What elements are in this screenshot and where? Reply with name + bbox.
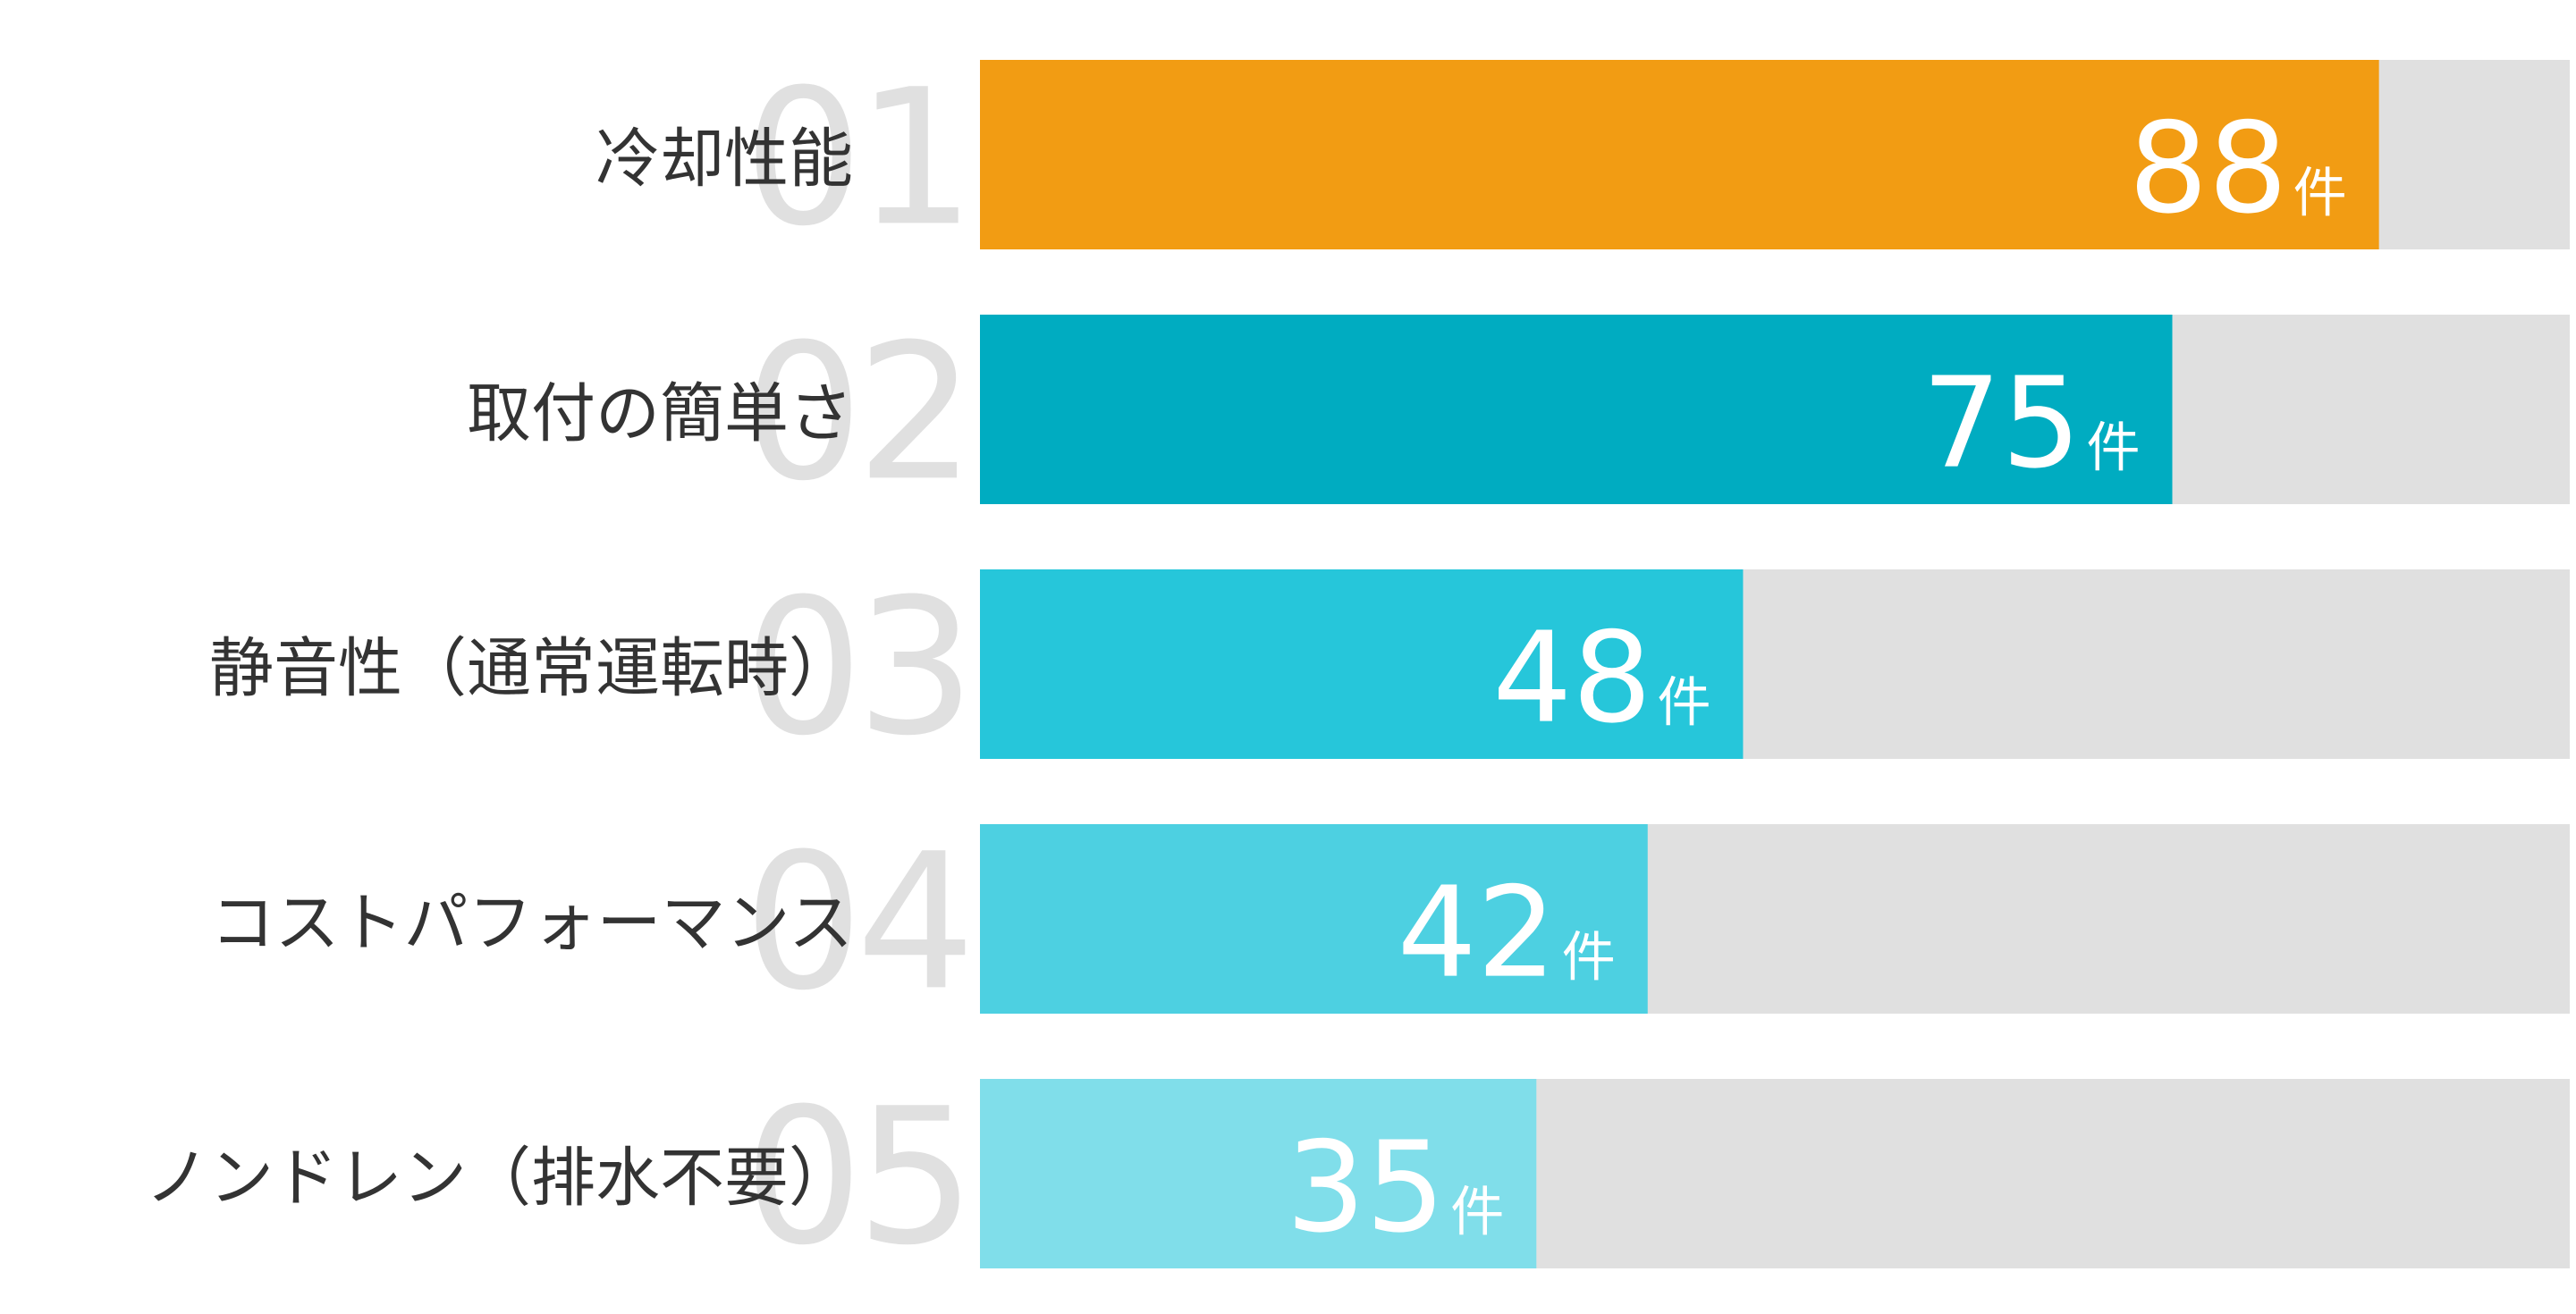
bar: [980, 60, 2379, 249]
value-unit: 件: [1657, 672, 1710, 735]
value-number: 75: [1921, 351, 2081, 497]
value-label: 35 件: [1286, 1116, 1504, 1261]
bar: [980, 1079, 1537, 1268]
bar: [980, 315, 2173, 504]
value-label: 42 件: [1398, 861, 1616, 1007]
bar: [980, 824, 1648, 1014]
value-unit: 件: [2087, 417, 2141, 480]
category-label: ノンドレン（排水不要）: [145, 1141, 853, 1216]
rank-number: 02: [744, 303, 968, 522]
value-label: 48 件: [1492, 606, 1710, 752]
value-label: 88 件: [2128, 97, 2346, 242]
category-label: 静音性（通常運転時）: [209, 631, 853, 706]
category-label: コストパフォーマンス: [210, 886, 853, 961]
bar: [980, 569, 1744, 759]
rank-number: 04: [744, 813, 968, 1032]
value-number: 35: [1286, 1116, 1445, 1261]
rank-number: 01: [744, 48, 968, 267]
value-unit: 件: [2293, 163, 2347, 225]
value-number: 48: [1492, 606, 1651, 752]
value-unit: 件: [1450, 1182, 1504, 1244]
rank-number: 03: [744, 558, 968, 777]
value-number: 42: [1398, 861, 1557, 1007]
value-unit: 件: [1562, 927, 1616, 990]
category-label: 取付の簡単さ: [467, 376, 853, 451]
value-number: 88: [2128, 97, 2287, 242]
value-label: 75 件: [1921, 351, 2140, 497]
category-label: 冷却性能: [595, 122, 853, 197]
rank-number: 05: [744, 1067, 968, 1286]
